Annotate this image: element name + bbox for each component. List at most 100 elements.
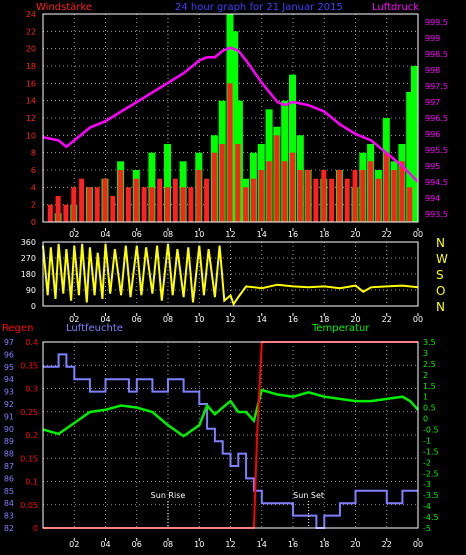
temperature-y-tick-label: -2 [423,458,431,467]
wind-bar [141,187,147,222]
p2-x-tick-label: 20 [350,315,360,324]
temperature-line [42,388,419,438]
p2-x-tick-label: 06 [132,315,142,324]
humidity-y-tick-label: 89 [4,437,14,446]
humidity-y-tick-label: 84 [4,499,14,508]
wind-y-tick-label: 18 [26,62,36,71]
sun-annotation-label: Sun Set [293,491,324,500]
wind-bar [63,204,69,222]
p3-x-tick-label: 08 [163,540,173,549]
compass-label: O [436,284,445,298]
temperature-y-tick-label: -1 [423,436,431,445]
pressure-y-tick-label: 997 [425,98,440,107]
wind-pressure-panel: 024681012141618202224993.5994994.5995995… [26,10,448,239]
p3-x-tick-label: 04 [100,540,110,549]
humidity-y-tick-label: 86 [4,474,14,483]
wind-bar [399,161,405,222]
rain-y-tick-label: 0.3 [25,385,38,394]
rain-y-tick-label: 0.15 [20,454,38,463]
p1-x-tick-label: 16 [288,230,298,239]
p2-x-tick-label: 00 [413,315,423,324]
wind-bar [305,170,311,222]
wind-bar [110,196,116,222]
temperature-y-tick-label: -3 [423,480,431,489]
rain-y-tick-label: 0.1 [25,478,38,487]
p3-x-tick-label: 22 [382,540,392,549]
pressure-y-tick-label: 996.5 [425,114,448,123]
p2-x-tick-label: 02 [69,315,79,324]
sun-annotation-label: Sun Rise [151,491,186,500]
wind-y-tick-label: 4 [31,183,36,192]
direction-y-tick-label: 270 [21,254,36,263]
p3-x-tick-label: 00 [413,540,423,549]
humidity-y-tick-label: 83 [4,512,14,521]
pressure-axis-label: Luftdruck [372,2,419,13]
p2-x-tick-label: 10 [194,315,204,324]
wind-axis-label: Windstärke [36,2,92,13]
wind-bar [243,187,249,222]
pressure-y-tick-label: 995 [425,162,440,171]
temperature-y-tick-label: 3 [423,349,428,358]
wind-bar [125,187,131,222]
wind-y-tick-label: 22 [26,27,36,36]
wind-y-tick-label: 8 [31,149,36,158]
wind-y-tick-label: 16 [26,79,36,88]
rain-y-tick-label: 0.25 [20,408,38,417]
direction-y-tick-label: 180 [21,270,36,279]
wind-bar [227,83,233,222]
p2-frame [42,241,419,307]
temperature-y-tick-label: -5 [423,524,431,533]
rain-y-tick-label: 0.05 [20,501,38,510]
wind-bar [313,178,319,222]
wind-bar [290,152,295,222]
pressure-y-tick-label: 998 [425,66,440,75]
wind-bar [118,170,124,222]
p3-x-tick-label: 10 [194,540,204,549]
wind-bar [258,170,264,222]
wind-bar [180,187,186,222]
compass-label: N [436,236,445,250]
gust-bar [164,144,171,222]
humidity-y-tick-label: 87 [4,462,14,471]
pressure-y-tick-label: 999 [425,34,440,43]
humidity-y-tick-label: 96 [4,350,14,359]
p2-x-tick-label: 08 [163,315,173,324]
wind-bar [282,161,288,222]
humidity-y-tick-label: 95 [4,363,14,372]
wind-bar [368,161,374,222]
pressure-y-tick-label: 995.5 [425,146,448,155]
p2-x-tick-label: 22 [382,315,392,324]
temperature-y-tick-label: 3.5 [423,338,436,347]
temperature-y-tick-label: 0 [423,415,428,424]
gust-bar [406,92,414,222]
wind-bar [94,187,100,222]
wind-bar [219,144,225,222]
wind-bar [344,178,350,222]
p2-x-tick-label: 16 [288,315,298,324]
p1-x-tick-label: 08 [163,230,173,239]
wind-bar [329,178,335,222]
p1-x-tick-label: 20 [350,230,360,239]
p2-x-tick-label: 18 [319,315,329,324]
direction-y-tick-label: 360 [21,238,36,247]
rain-y-tick-label: 0.35 [20,361,38,370]
wind-y-tick-label: 10 [26,131,36,140]
gust-bar [231,31,239,222]
pressure-y-tick-label: 994.5 [425,178,448,187]
temperature-y-tick-label: 1.5 [423,382,436,391]
p1-x-tick-label: 04 [100,230,110,239]
temperature-y-tick-label: -3.5 [423,491,439,500]
p1-x-tick-label: 06 [132,230,142,239]
wind-bar [383,152,389,222]
p3-frame [42,341,419,529]
wind-y-tick-label: 6 [31,166,36,175]
p3-x-tick-label: 06 [132,540,142,549]
humidity-y-tick-label: 94 [4,375,14,384]
humidity-y-tick-label: 93 [4,388,14,397]
wind-bar [250,178,256,222]
temperature-y-tick-label: -0.5 [423,426,439,435]
humidity-y-tick-label: 82 [4,524,14,533]
temperature-y-tick-label: -1.5 [423,447,439,456]
wind-bar [352,170,358,222]
wind-bar [321,170,327,222]
